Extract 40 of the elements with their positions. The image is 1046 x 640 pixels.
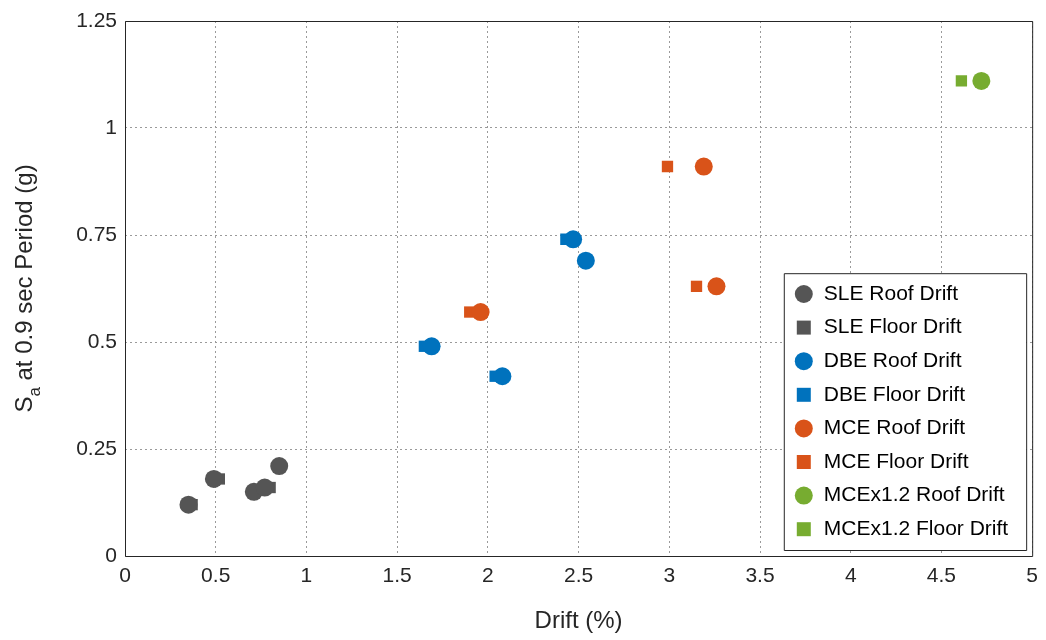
point: [422, 337, 441, 356]
y-tick-label: 0.5: [87, 328, 117, 352]
y-tick-label: 1.25: [76, 7, 117, 31]
x-tick-label: 4.5: [926, 563, 957, 587]
point: [564, 230, 583, 249]
x-tick-label: 1.5: [382, 563, 412, 587]
x-tick-label: 3.5: [745, 563, 775, 587]
y-tick-label: 0.25: [76, 435, 117, 459]
x-tick-label: 2.5: [563, 563, 594, 587]
y-tick-label: 0.75: [76, 221, 117, 245]
legend-label: MCE Roof Drift: [823, 415, 966, 439]
x-tick-label: 5: [1026, 563, 1038, 587]
point: [204, 469, 223, 488]
y-tick-label: 0: [105, 542, 117, 566]
legend-label: SLE Roof Drift: [823, 280, 959, 304]
y-axis-title: Sa at 0.9 sec Period (g): [10, 164, 45, 413]
x-tick-label: 2: [482, 563, 494, 587]
legend-label: MCEx1.2 Roof Drift: [823, 482, 1005, 506]
legend-label: SLE Floor Drift: [823, 314, 962, 338]
point: [690, 280, 703, 293]
legend-label: MCEx1.2 Floor Drift: [823, 516, 1009, 539]
legend-label: DBE Floor Drift: [823, 381, 966, 405]
point: [707, 277, 726, 296]
legend-label: DBE Roof Drift: [823, 348, 962, 371]
y-tick-label: 1: [105, 114, 117, 138]
point: [955, 75, 968, 87]
x-tick-label: 1: [300, 563, 313, 587]
point: [972, 71, 991, 90]
point: [471, 303, 490, 322]
point: [661, 160, 674, 173]
x-tick-label: 4: [844, 563, 857, 587]
point: [270, 457, 289, 476]
x-axis-title: Drift (%): [534, 606, 623, 634]
x-tick-label: 3: [663, 563, 676, 587]
point: [694, 157, 713, 176]
x-tick-label: 0.5: [201, 563, 231, 587]
point: [255, 478, 274, 497]
legend-label: MCE Floor Drift: [823, 448, 969, 472]
point: [493, 367, 512, 386]
point: [576, 251, 595, 270]
